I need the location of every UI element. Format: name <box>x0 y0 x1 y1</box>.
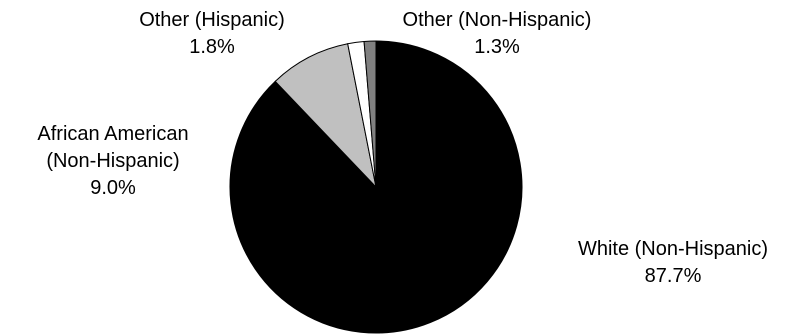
label-line: African American <box>37 123 188 145</box>
label-african-american-non-hispanic: African American (Non-Hispanic) 9.0% <box>37 123 188 199</box>
value-label: 87.7% <box>645 265 702 287</box>
label-white-non-hispanic: White (Non-Hispanic) 87.7% <box>578 238 768 287</box>
label-other-hispanic: Other (Hispanic) 1.8% <box>139 9 285 58</box>
label-line: Other (Hispanic) <box>139 9 285 31</box>
value-label: 9.0% <box>90 177 136 199</box>
value-label: 1.8% <box>189 36 235 58</box>
value-label: 1.3% <box>474 36 520 58</box>
label-line: Other (Non-Hispanic) <box>403 9 592 31</box>
pie-slice-other-non-hispanic <box>363 40 377 188</box>
label-line: (Non-Hispanic) <box>46 150 179 172</box>
pie-slices <box>229 40 523 334</box>
pie-slice-african-american-non-hispanic <box>274 43 377 189</box>
label-line: White (Non-Hispanic) <box>578 238 768 260</box>
label-other-non-hispanic: Other (Non-Hispanic) 1.3% <box>403 9 592 58</box>
